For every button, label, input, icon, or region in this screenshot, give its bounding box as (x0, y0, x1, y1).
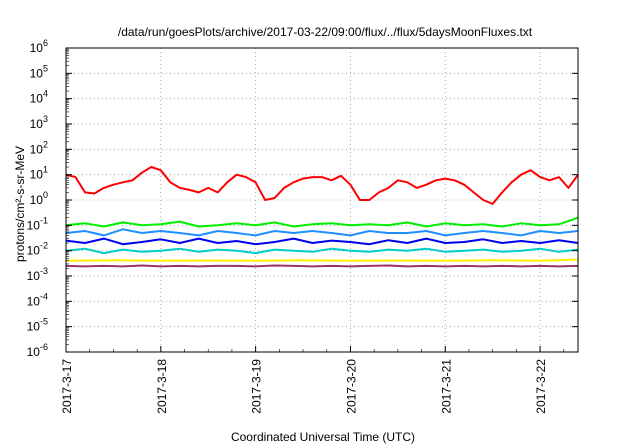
series-line-1 (65, 166, 579, 205)
y-tick-base: 10 (27, 269, 41, 283)
x-tick-label: 2017-3-19 (250, 359, 264, 414)
y-tick-label: 106 (30, 38, 48, 55)
y-tick-label: 103 (30, 114, 48, 131)
series-line-3 (65, 228, 579, 237)
y-tick-base: 10 (30, 117, 44, 131)
y-axis-label: protons/cm²-s-sr-MeV (13, 146, 27, 262)
series-line-4 (65, 237, 579, 246)
y-tick-base: 10 (27, 218, 41, 232)
y-tick-exponent: 3 (43, 114, 48, 124)
y-tick-label: 105 (30, 63, 48, 80)
y-tick-label: 10-3 (27, 266, 48, 283)
x-tick-label: 2017-3-21 (439, 359, 453, 414)
y-tick-label: 101 (30, 165, 48, 182)
y-tick-exponent: -1 (40, 215, 48, 225)
y-tick-label: 10-4 (27, 291, 48, 308)
y-tick-exponent: 1 (43, 165, 48, 175)
x-tick-label: 2017-3-20 (344, 359, 358, 414)
grid (66, 48, 578, 352)
x-axis-label: Coordinated Universal Time (UTC) (231, 430, 415, 444)
y-tick-base: 10 (30, 92, 44, 106)
y-tick-base: 10 (27, 345, 41, 359)
y-tick-exponent: -2 (40, 241, 48, 251)
y-tick-exponent: 0 (43, 190, 48, 200)
y-tick-base: 10 (30, 41, 44, 55)
y-tick-base: 10 (30, 142, 44, 156)
y-tick-base: 10 (27, 244, 41, 258)
y-tick-exponent: 5 (43, 63, 48, 73)
y-tick-exponent: -6 (40, 342, 48, 352)
x-tick-label: 2017-3-17 (60, 359, 74, 414)
x-tick-label: 2017-3-18 (155, 359, 169, 414)
axis-ticks: 10-610-510-410-310-210-11001011021031041… (27, 38, 578, 414)
y-tick-label: 102 (30, 139, 48, 156)
y-tick-exponent: 6 (43, 38, 48, 48)
y-tick-exponent: -4 (40, 291, 48, 301)
y-tick-exponent: 4 (43, 89, 48, 99)
series-line-2 (65, 216, 579, 228)
series-line-7 (65, 264, 579, 268)
y-tick-label: 10-6 (27, 342, 48, 359)
y-tick-base: 10 (30, 193, 44, 207)
y-tick-label: 10-5 (27, 317, 48, 334)
chart-title: /data/run/goesPlots/archive/2017-03-22/0… (118, 25, 533, 39)
x-tick-label: 2017-3-22 (534, 359, 548, 414)
y-tick-base: 10 (30, 66, 44, 80)
y-tick-label: 10-1 (27, 215, 48, 232)
series-line-5 (65, 247, 579, 255)
series-line-6 (65, 258, 579, 262)
y-tick-exponent: -3 (40, 266, 48, 276)
series-group (65, 166, 579, 268)
y-tick-exponent: 2 (43, 139, 48, 149)
y-tick-base: 10 (30, 168, 44, 182)
y-tick-base: 10 (27, 294, 41, 308)
y-tick-label: 100 (30, 190, 48, 207)
y-tick-base: 10 (27, 320, 41, 334)
y-tick-exponent: -5 (40, 317, 48, 327)
y-tick-label: 104 (30, 89, 48, 106)
y-tick-label: 10-2 (27, 241, 48, 258)
